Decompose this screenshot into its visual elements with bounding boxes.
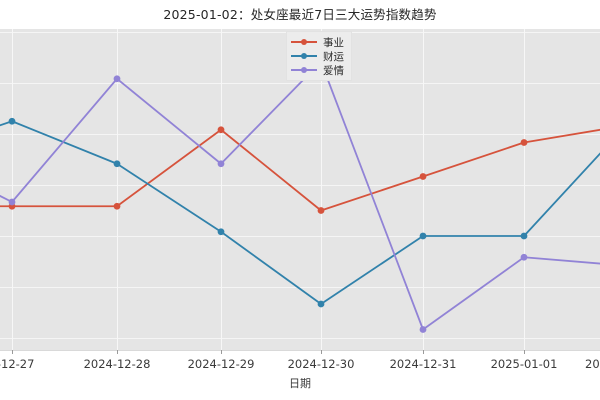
- gridline-horizontal: [0, 287, 600, 288]
- chart-title: 2025-01-02：处女座最近7日三大运势指数趋势: [163, 7, 437, 22]
- gridline-vertical: [117, 29, 118, 350]
- gridline-vertical: [12, 29, 13, 350]
- legend-item-wealth[interactable]: 财运: [291, 49, 344, 63]
- legend-swatch-wealth: [291, 50, 317, 62]
- legend-item-career[interactable]: 事业: [291, 35, 344, 49]
- data-point[interactable]: [419, 326, 427, 333]
- series-line-0: [0, 128, 600, 212]
- series-lines: [0, 58, 600, 333]
- x-tick-label: 202: [585, 357, 600, 371]
- x-axis-spine: [0, 350, 600, 351]
- data-point[interactable]: [217, 228, 225, 236]
- gridline-vertical: [321, 29, 322, 350]
- series-line-2: [0, 60, 600, 331]
- x-tick-label: 2024-12-28: [83, 357, 151, 371]
- data-point[interactable]: [113, 160, 121, 168]
- gridline-vertical: [221, 29, 222, 350]
- gridline-horizontal: [0, 134, 600, 135]
- legend-swatch-career: [291, 36, 317, 48]
- data-point[interactable]: [520, 253, 528, 261]
- legend-item-love[interactable]: 爱情: [291, 63, 344, 77]
- gridline-vertical: [423, 29, 424, 350]
- data-point[interactable]: [520, 232, 528, 240]
- series-line-1: [0, 120, 600, 305]
- x-tick-label: 2024-12-29: [187, 357, 255, 371]
- x-tick-mark: [117, 350, 118, 354]
- x-tick-mark: [12, 350, 13, 354]
- legend-label-wealth: 财运: [323, 50, 344, 63]
- data-point[interactable]: [419, 232, 427, 240]
- data-point[interactable]: [8, 198, 16, 206]
- gridline-horizontal: [0, 185, 600, 186]
- data-point[interactable]: [520, 139, 528, 146]
- data-point[interactable]: [317, 300, 325, 308]
- data-point[interactable]: [113, 75, 121, 83]
- gridline-horizontal: [0, 236, 600, 237]
- x-tick-mark: [321, 350, 322, 354]
- legend-swatch-love: [291, 64, 317, 76]
- legend-label-love: 爱情: [323, 64, 344, 77]
- x-axis-title: 日期: [289, 377, 311, 390]
- gridline-vertical: [524, 29, 525, 350]
- data-point[interactable]: [8, 117, 16, 125]
- chart-legend: 事业 财运 爱情: [286, 31, 352, 81]
- x-tick-mark: [221, 350, 222, 354]
- data-point[interactable]: [113, 202, 121, 210]
- x-tick-mark: [524, 350, 525, 354]
- gridline-horizontal: [0, 338, 600, 339]
- x-tick-label: 2024-12-30: [287, 357, 355, 371]
- x-tick-label: 4-12-27: [0, 357, 35, 371]
- x-tick-mark: [423, 350, 424, 354]
- data-point[interactable]: [217, 160, 225, 168]
- data-point[interactable]: [317, 207, 325, 214]
- data-point[interactable]: [217, 126, 225, 134]
- x-tick-label: 2025-01-01: [490, 357, 558, 371]
- data-point[interactable]: [419, 173, 427, 180]
- x-tick-label: 2024-12-31: [389, 357, 457, 371]
- plot-area: [0, 29, 600, 350]
- legend-label-career: 事业: [323, 36, 344, 49]
